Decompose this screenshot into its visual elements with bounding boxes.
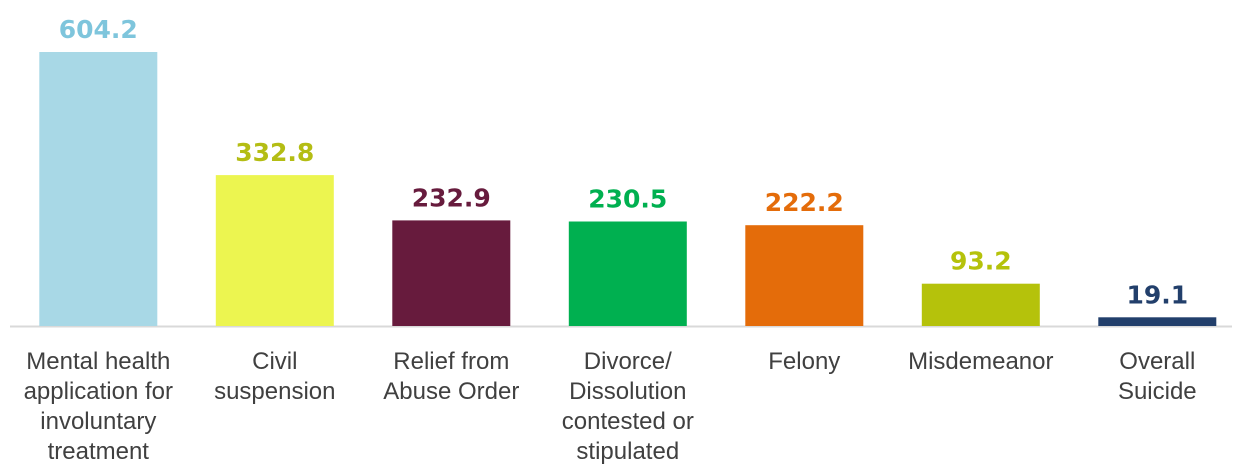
bar-1: [215, 175, 334, 326]
bar-2: [392, 220, 511, 326]
value-label-4: 222.2: [765, 188, 844, 217]
value-label-1: 332.8: [235, 138, 314, 167]
category-label-1: Civil suspension: [214, 348, 335, 405]
value-labels-group: 604.2 332.8 232.9 230.5 222.2 93.2 19.1: [59, 15, 1188, 309]
value-label-6: 19.1: [1126, 280, 1188, 309]
value-label-5: 93.2: [950, 247, 1012, 276]
bar-4: [745, 225, 864, 326]
bar-5: [921, 283, 1040, 326]
category-label-5: Misdemeanor: [908, 348, 1053, 375]
value-label-2: 232.9: [412, 183, 491, 212]
category-label-0: Mental health application for involuntary t…: [24, 348, 173, 465]
category-label-4: Felony: [768, 348, 840, 375]
category-label-2: Relief from Abuse Order: [383, 348, 519, 405]
category-label-6: Overall Suicide: [1118, 348, 1197, 405]
category-label-3: Divorce/Dissolution contested or stipulate…: [562, 348, 694, 465]
bar-6: [1098, 317, 1217, 326]
bar-0: [39, 52, 158, 326]
value-label-3: 230.5: [588, 185, 667, 214]
category-labels-group: Mental health application for involuntary t…: [24, 348, 1197, 465]
bar-3: [568, 221, 687, 326]
value-label-0: 604.2: [59, 15, 138, 44]
bars-group: [39, 52, 1217, 326]
